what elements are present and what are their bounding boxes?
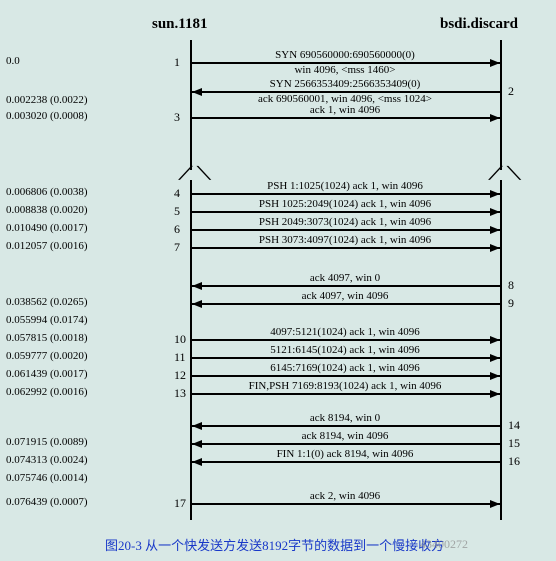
timestamp: 0.062992 (0.0016) bbox=[6, 386, 88, 398]
arrow-shaft bbox=[192, 303, 500, 305]
packet-label: FIN 1:1(0) ack 8194, win 4096 bbox=[190, 448, 500, 460]
arrow-shaft bbox=[192, 357, 500, 359]
seq-number: 12 bbox=[174, 368, 186, 383]
arrow-shaft bbox=[192, 211, 500, 213]
timestamp: 0.003020 (0.0008) bbox=[6, 110, 88, 122]
packet-sublabel: win 4096, <mss 1460> bbox=[190, 64, 500, 76]
seq-number: 2 bbox=[508, 84, 514, 99]
seq-number: 6 bbox=[174, 222, 180, 237]
timestamp: 0.002238 (0.0022) bbox=[6, 94, 88, 106]
timestamp: 0.055994 (0.0174) bbox=[6, 314, 88, 326]
time-break-left: ╱ ╲ bbox=[179, 170, 210, 176]
seq-number: 3 bbox=[174, 110, 180, 125]
seq-number: 10 bbox=[174, 332, 186, 347]
timestamp: 0.074313 (0.0024) bbox=[6, 454, 88, 466]
packet-label: ack 8194, win 0 bbox=[190, 412, 500, 424]
timestamp: 0.010490 (0.0017) bbox=[6, 222, 88, 234]
timestamp: 0.038562 (0.0265) bbox=[6, 296, 88, 308]
packet-label: SYN 690560000:690560000(0) bbox=[190, 49, 500, 61]
packet-label: ack 2, win 4096 bbox=[190, 490, 500, 502]
timestamp: 0.006806 (0.0038) bbox=[6, 186, 88, 198]
seq-number: 4 bbox=[174, 186, 180, 201]
arrow-shaft bbox=[192, 393, 500, 395]
packet-label: 6145:7169(1024) ack 1, win 4096 bbox=[190, 362, 500, 374]
arrow-shaft bbox=[192, 425, 500, 427]
timestamp: 0.0 bbox=[6, 55, 20, 67]
packet-label: SYN 2566353409:2566353409(0) bbox=[190, 78, 500, 90]
time-break-right: ╱ ╲ bbox=[489, 170, 520, 176]
packet-label: 4097:5121(1024) ack 1, win 4096 bbox=[190, 326, 500, 338]
timestamp: 0.057815 (0.0018) bbox=[6, 332, 88, 344]
seq-number: 5 bbox=[174, 204, 180, 219]
seq-number: 7 bbox=[174, 240, 180, 255]
seq-number: 11 bbox=[174, 350, 186, 365]
seq-number: 13 bbox=[174, 386, 186, 401]
seq-number: 9 bbox=[508, 296, 514, 311]
packet-label: ack 1, win 4096 bbox=[190, 104, 500, 116]
seq-number: 1 bbox=[174, 55, 180, 70]
packet-label: PSH 2049:3073(1024) ack 1, win 4096 bbox=[190, 216, 500, 228]
watermark: 43400272 bbox=[420, 537, 468, 552]
arrow-shaft bbox=[192, 247, 500, 249]
figure-caption: 图20-3 从一个快发送方发送8192字节的数据到一个慢接收方 bbox=[105, 535, 444, 554]
packet-label: PSH 1:1025(1024) ack 1, win 4096 bbox=[190, 180, 500, 192]
packet-label: FIN,PSH 7169:8193(1024) ack 1, win 4096 bbox=[190, 380, 500, 392]
timestamp: 0.012057 (0.0016) bbox=[6, 240, 88, 252]
seq-number: 17 bbox=[174, 496, 186, 511]
arrow-shaft bbox=[192, 443, 500, 445]
timestamp: 0.076439 (0.0007) bbox=[6, 496, 88, 508]
seq-number: 15 bbox=[508, 436, 520, 451]
arrow-shaft bbox=[192, 117, 500, 119]
packet-label: PSH 3073:4097(1024) ack 1, win 4096 bbox=[190, 234, 500, 246]
packet-label: 5121:6145(1024) ack 1, win 4096 bbox=[190, 344, 500, 356]
packet-label: PSH 1025:2049(1024) ack 1, win 4096 bbox=[190, 198, 500, 210]
packet-label: ack 4097, win 4096 bbox=[190, 290, 500, 302]
arrow-shaft bbox=[192, 461, 500, 463]
timestamp: 0.071915 (0.0089) bbox=[6, 436, 88, 448]
timestamp: 0.061439 (0.0017) bbox=[6, 368, 88, 380]
seq-number: 16 bbox=[508, 454, 520, 469]
right-lifeline bbox=[500, 180, 502, 520]
arrow-shaft bbox=[192, 339, 500, 341]
arrow-shaft bbox=[192, 503, 500, 505]
arrow-shaft bbox=[192, 285, 500, 287]
timestamp: 0.008838 (0.0020) bbox=[6, 204, 88, 216]
timestamp: 0.059777 (0.0020) bbox=[6, 350, 88, 362]
seq-number: 14 bbox=[508, 418, 520, 433]
endpoint-right: bsdi.discard bbox=[440, 16, 518, 33]
timestamp: 0.075746 (0.0014) bbox=[6, 472, 88, 484]
packet-label: ack 8194, win 4096 bbox=[190, 430, 500, 442]
arrow-shaft bbox=[192, 375, 500, 377]
arrow-shaft bbox=[192, 193, 500, 195]
packet-label: ack 4097, win 0 bbox=[190, 272, 500, 284]
arrow-shaft bbox=[192, 229, 500, 231]
endpoint-left: sun.1181 bbox=[152, 16, 207, 33]
seq-number: 8 bbox=[508, 278, 514, 293]
right-lifeline bbox=[500, 40, 502, 170]
